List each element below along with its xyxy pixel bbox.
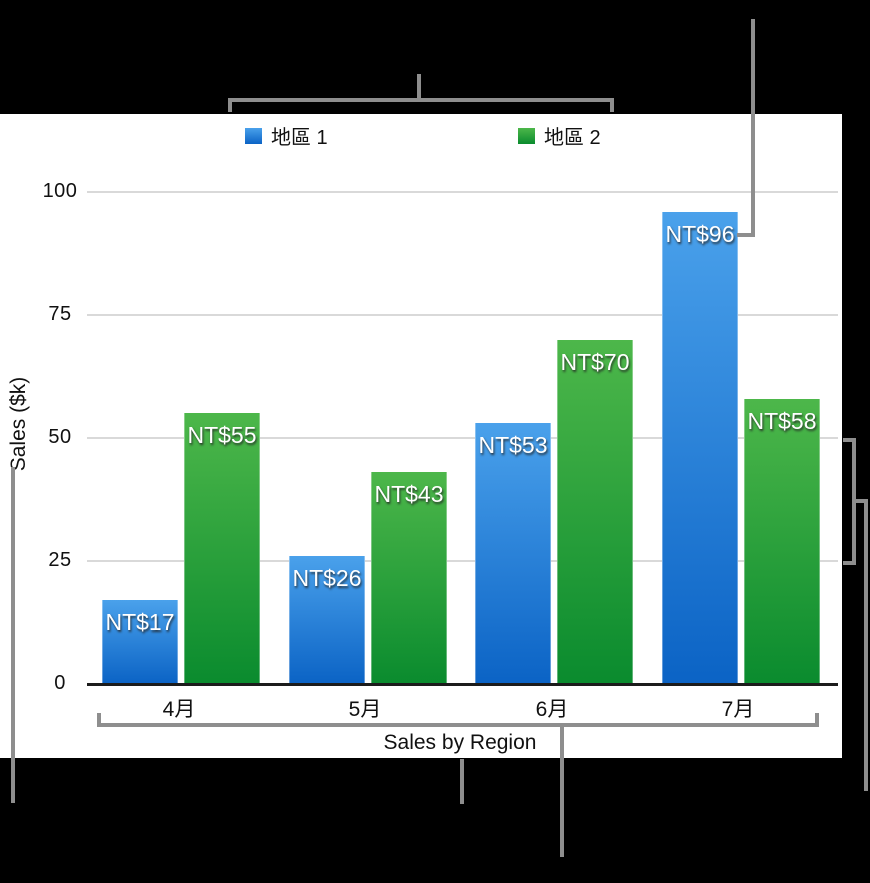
x-category-label-5月: 5月 <box>348 698 382 721</box>
legend-item-region2: 地區 2 <box>518 121 601 150</box>
x-axis-line <box>87 683 838 686</box>
bar-value-label: NT$96 <box>665 221 735 247</box>
bar-series2-6月: NT$70 <box>557 340 633 684</box>
callout-series-line <box>864 499 868 791</box>
x-category-label-4月: 4月 <box>162 698 196 721</box>
callout-value-label-vertical <box>751 19 755 237</box>
bar-series1-5月: NT$26 <box>289 556 365 684</box>
y-tick-label-0: 0 <box>54 672 66 694</box>
x-category-label-7月: 7月 <box>721 698 755 721</box>
y-tick-label-50: 50 <box>48 426 72 448</box>
y-tick-label-75: 75 <box>48 303 72 325</box>
legend-label-region2: 地區 2 <box>544 127 601 149</box>
callout-series-stub <box>854 499 868 503</box>
callout-y-axis-title-line <box>11 467 15 803</box>
bar-value-label: NT$55 <box>187 422 257 448</box>
y-tick-label-25: 25 <box>48 549 72 571</box>
bar-series1-7月: NT$96 <box>662 212 738 684</box>
bar-value-label: NT$43 <box>374 481 444 507</box>
bar-value-label: NT$70 <box>560 349 630 375</box>
legend-swatch-region1-icon <box>245 127 262 144</box>
legend-label-region1: 地區 1 <box>271 127 328 149</box>
bar-series2-5月: NT$43 <box>371 472 447 684</box>
bar-series2-7月: NT$58 <box>744 399 820 684</box>
x-axis-title: Sales by Region <box>383 731 537 754</box>
callout-value-label-elbow <box>737 233 755 237</box>
category-axis-bracket <box>97 713 819 727</box>
gridline-25 <box>87 560 838 562</box>
x-category-label-6月: 6月 <box>535 698 569 721</box>
gridline-100 <box>87 191 838 193</box>
bar-series1-6月: NT$53 <box>475 423 551 684</box>
bar-series1-4月: NT$17 <box>102 600 178 684</box>
y-tick-label-100: 100 <box>42 180 78 202</box>
bar-value-label: NT$58 <box>747 408 817 434</box>
chart-panel: 地區 1 地區 2 Sales ($k) 0 25 50 75 100 NT$17 NT$… <box>0 114 842 758</box>
callout-x-axis-title-line <box>460 759 464 804</box>
y-axis-title: Sales ($k) <box>7 376 30 472</box>
callout-legend-stem <box>417 74 421 102</box>
callout-legend-bracket <box>228 98 614 112</box>
gridline-75 <box>87 314 838 316</box>
bar-series2-4月: NT$55 <box>184 413 260 684</box>
bar-value-label: NT$53 <box>478 432 548 458</box>
legend-swatch-region2-icon <box>518 127 535 144</box>
callout-category-line <box>560 727 564 857</box>
gridline-50 <box>87 437 838 439</box>
bar-value-label: NT$26 <box>292 565 362 591</box>
legend-item-region1: 地區 1 <box>245 121 328 150</box>
bar-value-label: NT$17 <box>105 609 175 635</box>
